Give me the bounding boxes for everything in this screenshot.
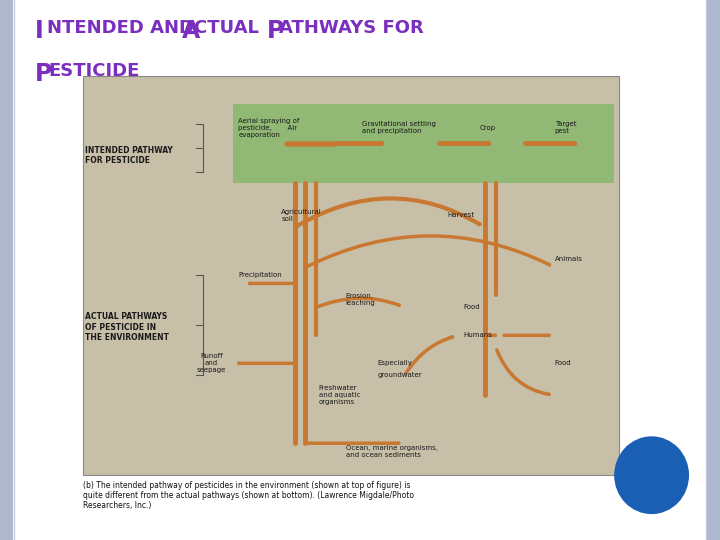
Text: Erosion,
leaching: Erosion, leaching	[346, 293, 375, 306]
Text: Agricultural
soil: Agricultural soil	[282, 209, 322, 222]
Text: Target
pest: Target pest	[555, 121, 576, 134]
Text: Food: Food	[555, 360, 572, 366]
Text: ACTUAL PATHWAYS
OF PESTICIDE IN
THE ENVIRONMENT: ACTUAL PATHWAYS OF PESTICIDE IN THE ENVI…	[86, 313, 169, 342]
Text: Runoff
and
seepage: Runoff and seepage	[197, 353, 226, 373]
Text: Aerial spraying of
pesticide,       Air
evaporation: Aerial spraying of pesticide, Air evapor…	[238, 118, 300, 138]
Text: Crop: Crop	[480, 125, 496, 131]
Text: Harvest: Harvest	[448, 212, 474, 219]
Text: Gravitational settling
and precipitation: Gravitational settling and precipitation	[361, 121, 436, 134]
Text: I: I	[35, 19, 43, 43]
Text: P: P	[267, 19, 284, 43]
Text: Freshwater
and aquatic
organisms: Freshwater and aquatic organisms	[319, 385, 360, 406]
Text: Precipitation: Precipitation	[238, 272, 282, 279]
FancyBboxPatch shape	[233, 104, 614, 184]
Ellipse shape	[614, 436, 689, 514]
Text: Animals: Animals	[555, 256, 582, 262]
Text: INTENDED PATHWAY
FOR PESTICIDE: INTENDED PATHWAY FOR PESTICIDE	[86, 146, 174, 165]
FancyBboxPatch shape	[707, 0, 720, 540]
Text: ESTICIDE: ESTICIDE	[48, 62, 140, 80]
Text: (b) The intended pathway of pesticides in the environment (shown at top of figur: (b) The intended pathway of pesticides i…	[83, 481, 414, 510]
Text: Ocean, marine organisms,
and ocean sediments: Ocean, marine organisms, and ocean sedim…	[346, 445, 438, 458]
FancyBboxPatch shape	[0, 0, 13, 540]
Text: Humans: Humans	[464, 332, 492, 339]
Text: CTUAL: CTUAL	[194, 19, 266, 37]
Text: NTENDED AND: NTENDED AND	[47, 19, 200, 37]
Text: Especially: Especially	[378, 360, 413, 366]
Text: ATHWAYS FOR: ATHWAYS FOR	[279, 19, 424, 37]
Text: groundwater: groundwater	[378, 372, 423, 379]
Text: P: P	[35, 62, 52, 86]
Text: Food: Food	[464, 305, 480, 310]
FancyBboxPatch shape	[83, 76, 619, 475]
Text: A: A	[181, 19, 199, 43]
